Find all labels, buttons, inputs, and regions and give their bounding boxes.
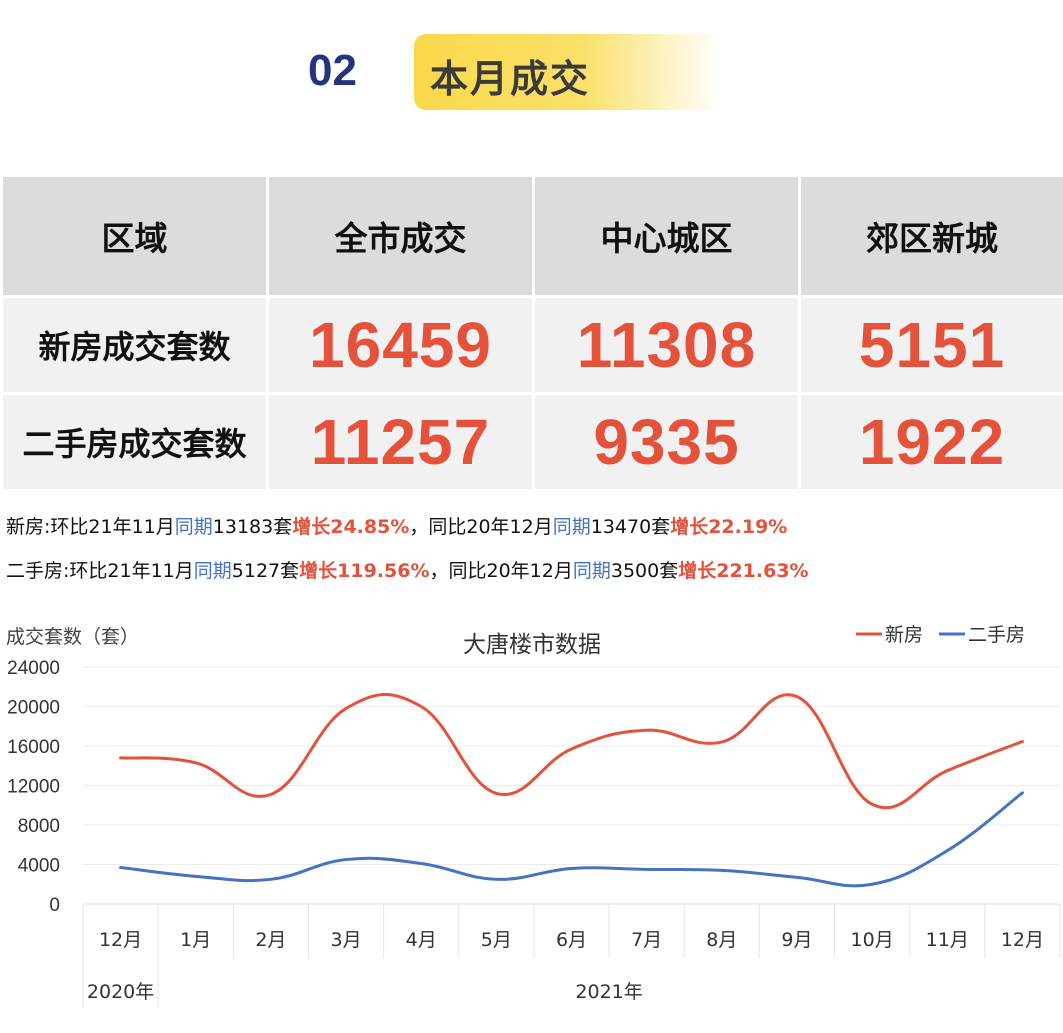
x-tick-label: 6月	[556, 929, 587, 951]
note-new-house: 新房:环比21年11月同期13183套增长24.85%，同比20年12月同期13…	[6, 512, 787, 539]
note-second-val2: 3500套	[610, 560, 679, 582]
note-second-growth1: 增长119.56%	[299, 560, 430, 582]
legend-label: 新房	[885, 624, 923, 646]
table-row: 新房成交套数 16459 11308 5151	[0, 295, 1063, 395]
y-tick-label: 4000	[18, 856, 60, 877]
note-second-prefix: 二手房:环比21年11月	[6, 560, 194, 582]
row-label-second: 二手房成交套数	[0, 392, 269, 492]
note-second-mid: ，同比20年12月	[429, 560, 573, 582]
note-new-tag2: 同期	[552, 516, 591, 538]
y-tick-label: 16000	[7, 737, 60, 758]
x-tick-label: 1月	[180, 929, 211, 951]
y-tick-label: 12000	[7, 777, 60, 798]
value-new-suburb: 5151	[798, 295, 1063, 395]
note-new-growth2: 增长22.19%	[670, 516, 788, 538]
legend-label: 二手房	[968, 624, 1025, 646]
note-second-growth2: 增长221.63%	[678, 560, 809, 582]
year-group-label: 2021年	[575, 981, 642, 1003]
note-new-val1: 13183套	[212, 516, 293, 538]
header-suburb: 郊区新城	[798, 174, 1063, 298]
x-tick-label: 7月	[631, 929, 662, 951]
x-tick-label: 5月	[481, 929, 512, 951]
note-second-tag1: 同期	[193, 560, 232, 582]
x-ticks: 12月 1月 2月 3月 4月 5月 6月 7月 8月 9月 10月 11月 12月 2020年 2021年	[87, 929, 1044, 1003]
y-tick-label: 0	[49, 895, 60, 916]
note-new-prefix: 新房:环比21年11月	[6, 516, 175, 538]
note-second-val1: 5127套	[231, 560, 300, 582]
table-header-row: 区域 全市成交 中心城区 郊区新城	[0, 174, 1063, 298]
value-new-center: 11308	[532, 295, 801, 395]
transaction-table: 区域 全市成交 中心城区 郊区新城 新房成交套数 16459 11308 515…	[0, 174, 1063, 492]
row-label-new: 新房成交套数	[0, 295, 269, 395]
value-second-suburb: 1922	[798, 392, 1063, 492]
y-tick-label: 20000	[7, 698, 60, 719]
legend: 新房 二手房	[856, 624, 1025, 646]
x-tick-label: 2月	[255, 929, 286, 951]
section-title-background	[414, 34, 722, 110]
x-tick-label: 12月	[99, 929, 142, 951]
x-tick-label: 3月	[330, 929, 361, 951]
note-second-tag2: 同期	[572, 560, 611, 582]
y-tick-label: 8000	[18, 816, 60, 837]
y-axis-label: 成交套数（套）	[6, 626, 139, 648]
x-tick-label: 4月	[406, 929, 437, 951]
x-tick-label: 10月	[851, 929, 894, 951]
table-row: 二手房成交套数 11257 9335 1922	[0, 392, 1063, 492]
grid	[82, 666, 1061, 1008]
y-ticks: 0 4000 8000 12000 16000 20000 24000	[7, 658, 60, 916]
series-line-new-house	[119, 693, 1024, 810]
chart-title: 大唐楼市数据	[463, 632, 601, 658]
note-second-house: 二手房:环比21年11月同期5127套增长119.56%，同比20年12月同期3…	[6, 556, 809, 583]
series-line-second-house	[119, 791, 1024, 888]
section-number: 02	[308, 46, 357, 95]
year-group-label: 2020年	[87, 981, 154, 1003]
note-new-tag1: 同期	[174, 516, 213, 538]
section-header: 02 本月成交	[0, 32, 1063, 112]
series-lines	[119, 693, 1024, 888]
note-new-growth1: 增长24.85%	[292, 516, 410, 538]
section-title: 本月成交	[430, 56, 591, 101]
y-tick-label: 24000	[7, 658, 60, 679]
note-new-mid: ，同比20年12月	[409, 516, 553, 538]
x-tick-label: 12月	[1001, 929, 1044, 951]
header-center: 中心城区	[532, 174, 801, 298]
value-second-center: 9335	[532, 392, 801, 492]
value-new-city: 16459	[266, 295, 535, 395]
value-second-city: 11257	[266, 392, 535, 492]
x-tick-label: 8月	[706, 929, 737, 951]
x-tick-label: 9月	[781, 929, 812, 951]
header-region: 区域	[0, 174, 269, 298]
x-tick-label: 11月	[926, 929, 969, 951]
note-new-val2: 13470套	[590, 516, 671, 538]
line-chart: 成交套数（套） 大唐楼市数据 新房 二手房 0 4000 8000 12000 16000…	[6, 624, 1061, 1008]
header-city: 全市成交	[266, 174, 535, 298]
